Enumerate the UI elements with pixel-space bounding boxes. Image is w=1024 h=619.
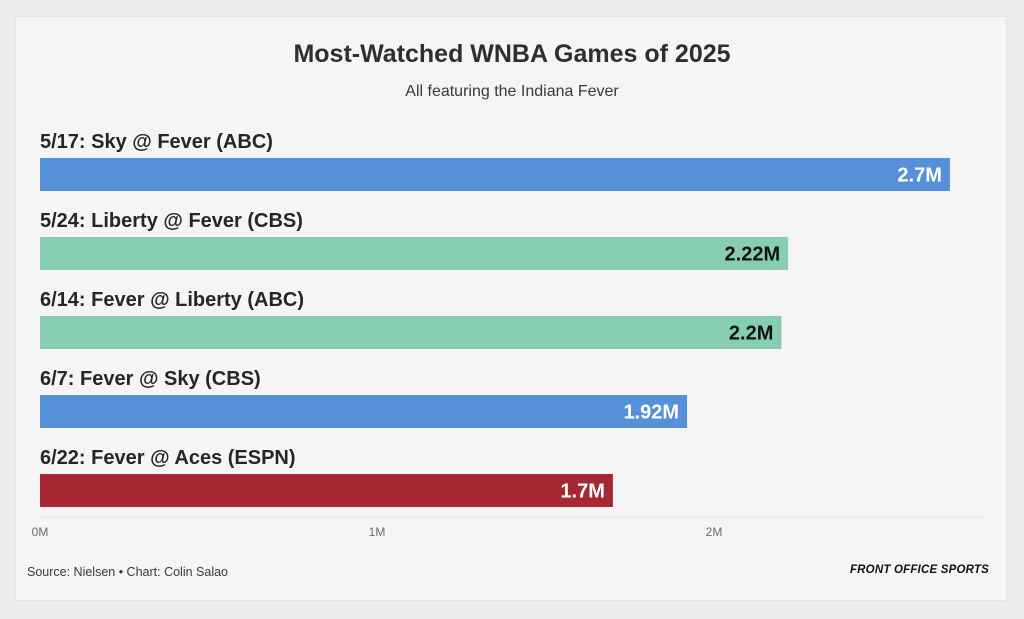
bar-value-label: 1.7M xyxy=(560,481,604,503)
bar-category-label: 5/17: Sky @ Fever (ABC) xyxy=(40,131,273,153)
chart-title: Most-Watched WNBA Games of 2025 xyxy=(293,40,731,68)
bar-value-label: 2.7M xyxy=(897,165,941,187)
bar-value-label: 1.92M xyxy=(623,402,679,424)
brand-logo: FRONT OFFICE SPORTS xyxy=(849,564,989,576)
bar-category-label: 5/24: Liberty @ Fever (CBS) xyxy=(40,210,303,232)
bar-category-label: 6/22: Fever @ Aces (ESPN) xyxy=(40,447,296,469)
bar-category-label: 6/14: Fever @ Liberty (ABC) xyxy=(40,289,304,311)
x-tick-label: 0M xyxy=(32,525,49,539)
bar xyxy=(40,316,782,349)
bar xyxy=(40,395,688,428)
bar xyxy=(40,158,950,191)
bar xyxy=(40,237,789,270)
chart-subtitle: All featuring the Indiana Fever xyxy=(405,83,619,100)
x-tick-label: 1M xyxy=(369,525,386,539)
x-tick-label: 2M xyxy=(706,525,723,539)
bar-value-label: 2.2M xyxy=(729,323,773,345)
bar xyxy=(40,474,613,507)
bar-value-label: 2.22M xyxy=(725,244,781,266)
source-credit: Source: Nielsen • Chart: Colin Salao xyxy=(27,565,229,579)
bar-category-label: 6/7: Fever @ Sky (CBS) xyxy=(40,368,261,390)
